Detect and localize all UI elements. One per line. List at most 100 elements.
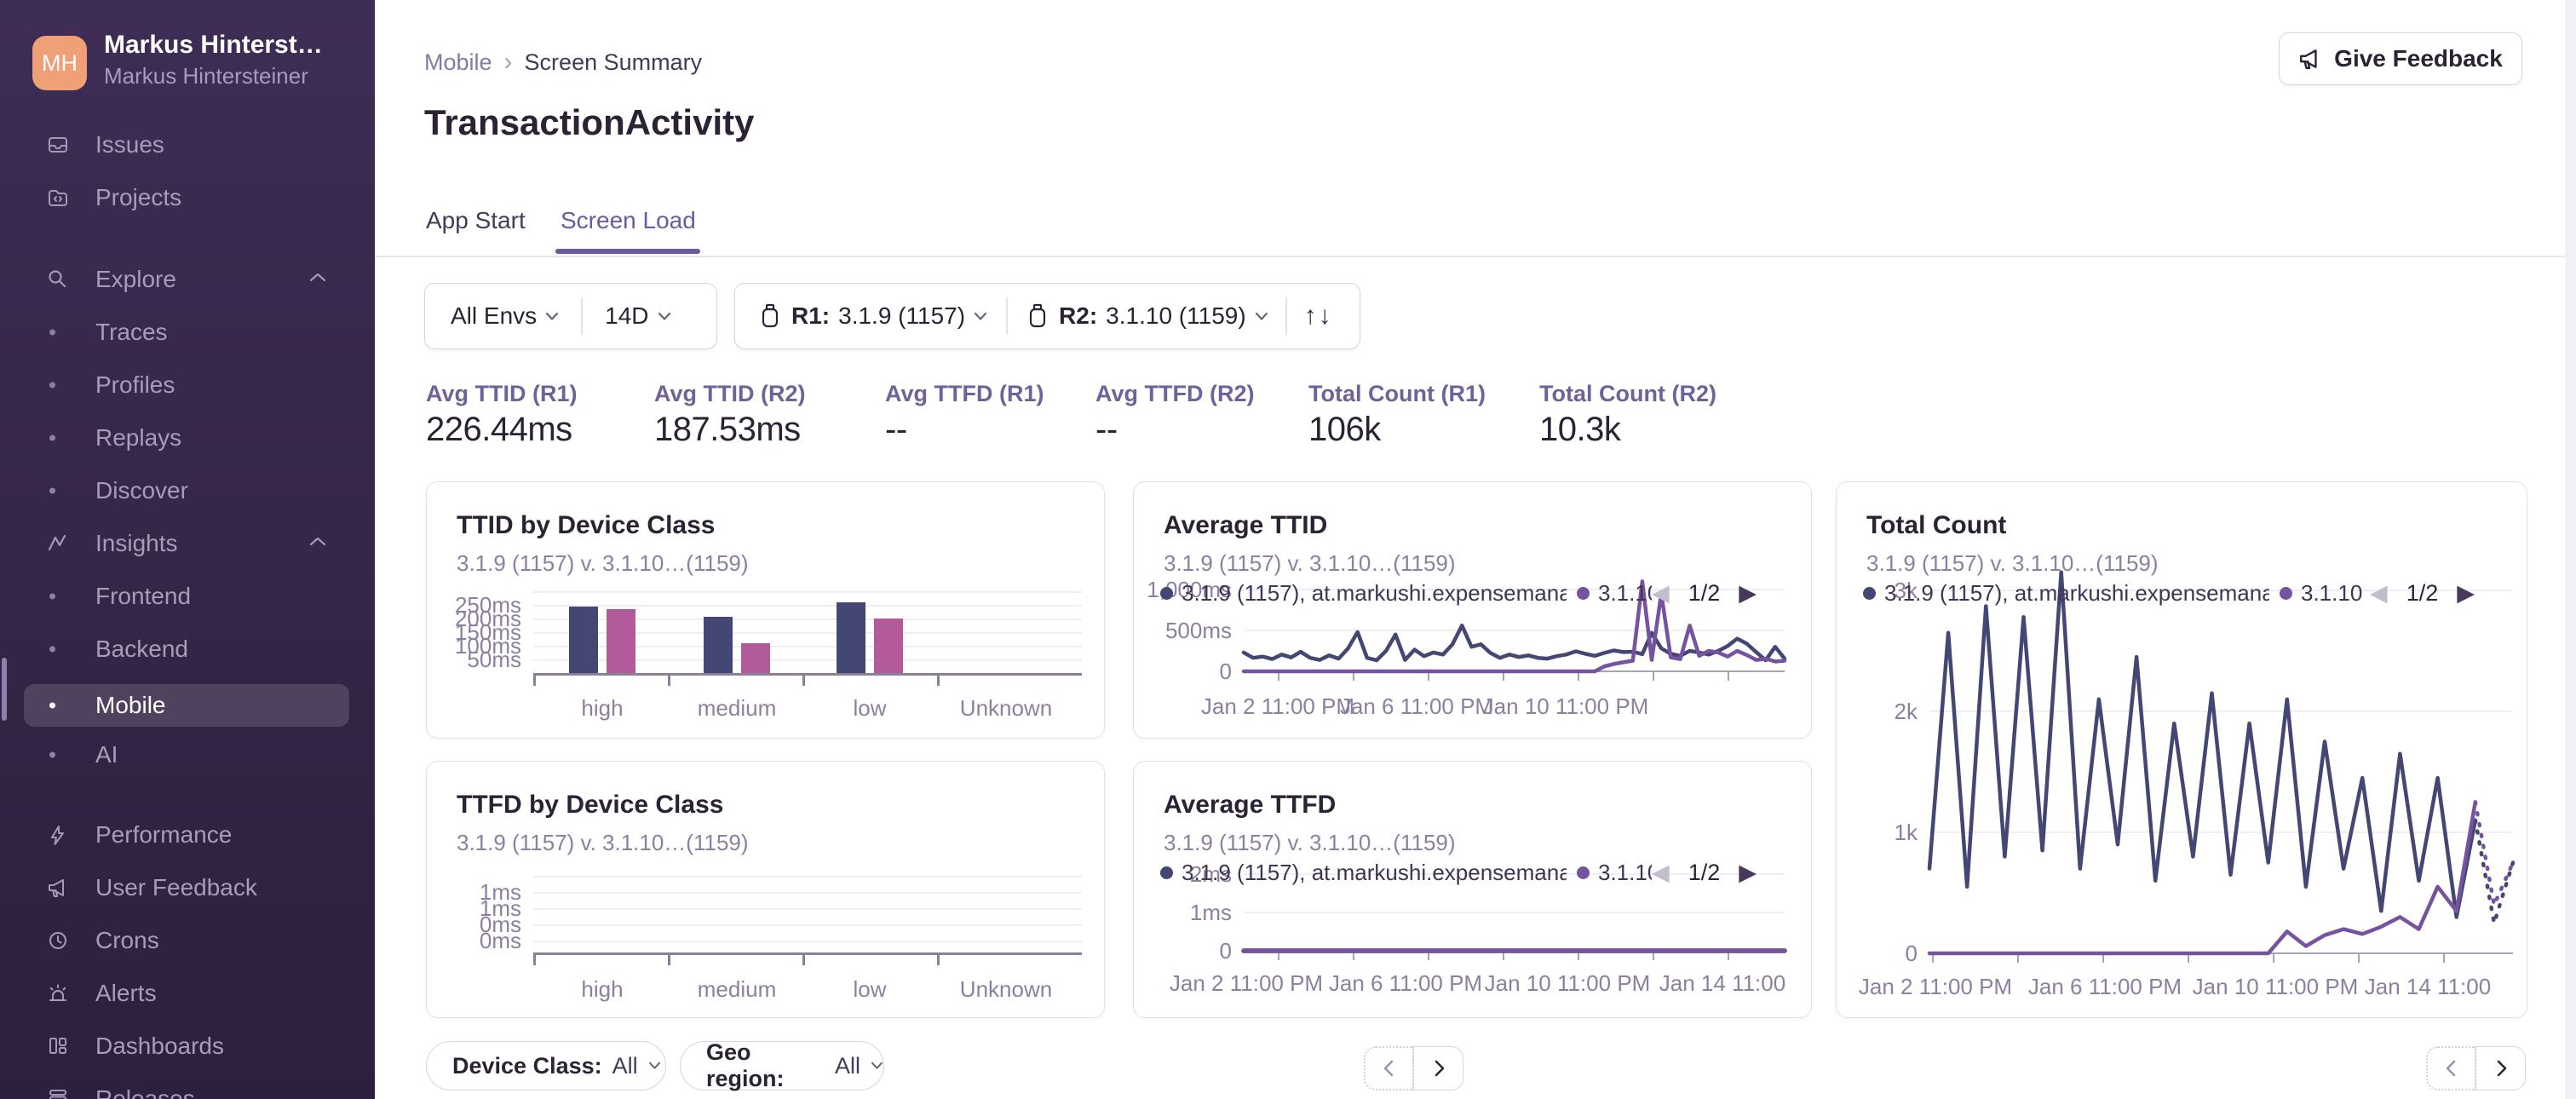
pagination-next-button[interactable] bbox=[2475, 1046, 2526, 1090]
sidebar-item-projects[interactable]: Projects bbox=[0, 171, 375, 224]
sidebar-item-replays[interactable]: Replays bbox=[0, 411, 375, 464]
metric-label: Avg TTFD (R2) bbox=[1095, 381, 1255, 406]
stack-icon bbox=[41, 1086, 75, 1099]
swap-releases-icon[interactable]: ↑↓ bbox=[1303, 302, 1333, 330]
sidebar-item-label: Profiles bbox=[95, 371, 175, 398]
sidebar-item-dashboards[interactable]: Dashboards bbox=[0, 1020, 375, 1073]
x-axis-tick bbox=[802, 676, 805, 686]
sidebar-item-releases[interactable]: Releases bbox=[0, 1073, 375, 1099]
pagination-next-button[interactable] bbox=[1413, 1046, 1463, 1090]
pagination-prev-button[interactable] bbox=[1364, 1046, 1414, 1090]
gridline bbox=[533, 892, 1082, 894]
sidebar-item-alerts[interactable]: Alerts bbox=[0, 967, 375, 1020]
pager-next-icon[interactable]: ▶ bbox=[1739, 859, 1757, 885]
x-axis-line bbox=[533, 952, 1082, 955]
active-tab-underline bbox=[555, 249, 700, 254]
legend-label-r1: 3.1.9 (1157), at.markushi.expensemanage bbox=[1182, 859, 1567, 885]
chevron-down-icon bbox=[648, 1062, 661, 1070]
sidebar-item-discover[interactable]: Discover bbox=[0, 464, 375, 517]
metric-label: Avg TTID (R1) bbox=[426, 381, 578, 406]
y-axis-tick-label: 1k bbox=[1894, 820, 1918, 845]
bullet-icon bbox=[49, 751, 55, 758]
pagination-prev-button[interactable] bbox=[2426, 1046, 2476, 1090]
x-axis-tick bbox=[2017, 954, 2019, 963]
sidebar-item-label: Alerts bbox=[95, 980, 157, 1006]
pager-next-icon[interactable]: ▶ bbox=[1739, 579, 1757, 606]
breadcrumb-parent[interactable]: Mobile bbox=[424, 49, 492, 75]
y-axis-tick-label: 0ms bbox=[479, 912, 521, 937]
x-axis-tick bbox=[1932, 954, 1934, 963]
bar-r2 bbox=[874, 619, 903, 673]
sidebar-item-performance[interactable]: Performance bbox=[0, 808, 375, 861]
org-switcher-subtitle: Markus Hintersteiner bbox=[104, 63, 308, 89]
give-feedback-button[interactable]: Give Feedback bbox=[2279, 32, 2522, 85]
x-axis-category-label: low bbox=[853, 695, 887, 721]
x-axis-tick-label: Jan 10 11:00 PM bbox=[1484, 970, 1651, 996]
legend-pager: ◀ 1/2 ▶ bbox=[1652, 860, 1757, 886]
sidebar-item-frontend[interactable]: Frontend bbox=[0, 570, 375, 623]
legend-label-r2: 3.1.10 bbox=[1598, 859, 1652, 885]
date-range-select[interactable]: 14D bbox=[605, 302, 649, 329]
release-1-select[interactable]: 3.1.9 (1157) bbox=[838, 302, 966, 329]
x-axis-tick bbox=[2188, 954, 2189, 963]
pager-prev-icon[interactable]: ◀ bbox=[2369, 579, 2388, 606]
card-subtitle: 3.1.9 (1157) v. 3.1.10…(1159) bbox=[1164, 550, 1456, 576]
release-compare-group: R1: 3.1.9 (1157) R2: 3.1.10 (1159) ↑↓ bbox=[734, 283, 1360, 349]
bullet-icon bbox=[49, 329, 55, 336]
bar-r2 bbox=[741, 643, 770, 673]
pager-prev-icon[interactable]: ◀ bbox=[1651, 859, 1670, 885]
sidebar-section-insights[interactable]: Insights bbox=[0, 517, 375, 570]
card-title: TTID by Device Class bbox=[457, 511, 716, 539]
y-axis-tick-label: 2k bbox=[1894, 699, 1918, 724]
search-icon bbox=[41, 267, 75, 292]
bar-r1 bbox=[704, 617, 733, 673]
y-axis-tick-label: 2ms bbox=[1189, 861, 1232, 887]
gridline bbox=[1244, 912, 1785, 913]
gridline bbox=[533, 941, 1082, 942]
org-switcher-name[interactable]: Markus Hinterst… bbox=[104, 31, 323, 59]
bar-r1 bbox=[569, 607, 598, 673]
metric-value: 106k bbox=[1308, 411, 1381, 448]
x-axis-tick bbox=[1653, 952, 1654, 960]
sidebar-item-mobile[interactable]: Mobile bbox=[0, 679, 375, 732]
sidebar-section-explore[interactable]: Explore bbox=[0, 253, 375, 306]
sidebar-item-user-feedback[interactable]: User Feedback bbox=[0, 861, 375, 914]
sidebar-item-backend[interactable]: Backend bbox=[0, 623, 375, 676]
sidebar-item-profiles[interactable]: Profiles bbox=[0, 359, 375, 411]
sidebar-active-item-highlight bbox=[24, 684, 349, 727]
gridline bbox=[533, 908, 1082, 910]
x-axis-tick-label: Jan 2 11:00 PM bbox=[1169, 970, 1324, 996]
sidebar-section-label: Insights bbox=[95, 530, 178, 556]
sidebar-item-label: User Feedback bbox=[95, 874, 257, 900]
dashboard-grid-icon bbox=[41, 1033, 75, 1059]
sidebar-scrollbar-thumb[interactable] bbox=[2, 658, 7, 721]
sidebar-item-issues[interactable]: Issues bbox=[0, 118, 375, 171]
chevron-down-icon bbox=[974, 312, 987, 321]
x-axis-line bbox=[533, 673, 1082, 676]
tab-screen-load[interactable]: Screen Load bbox=[561, 207, 696, 233]
pager-next-icon[interactable]: ▶ bbox=[2457, 579, 2475, 606]
release-icon bbox=[759, 303, 781, 329]
x-axis-tick bbox=[1578, 672, 1579, 681]
y-axis-tick-label: 250ms bbox=[454, 592, 521, 618]
series-r1-dot bbox=[1160, 586, 1173, 600]
sidebar-item-ai[interactable]: AI bbox=[0, 728, 375, 781]
gridline bbox=[533, 632, 1082, 634]
megaphone-icon bbox=[41, 875, 75, 900]
sidebar-item-crons[interactable]: Crons bbox=[0, 914, 375, 967]
sidebar-item-traces[interactable]: Traces bbox=[0, 306, 375, 359]
avatar[interactable]: MH bbox=[32, 36, 87, 90]
x-axis-tick bbox=[1503, 672, 1504, 681]
geo-region-filter[interactable]: Geo region: All bbox=[680, 1039, 884, 1091]
gridline bbox=[1244, 873, 1785, 875]
device-class-filter[interactable]: Device Class: All bbox=[426, 1041, 666, 1090]
page-scrollbar-track[interactable] bbox=[2566, 0, 2576, 1099]
x-axis-tick-label: Jan 10 11:00 PM bbox=[2192, 974, 2359, 999]
x-axis-tick bbox=[2358, 954, 2360, 963]
release-2-select[interactable]: 3.1.10 (1159) bbox=[1106, 302, 1246, 329]
pager-prev-icon[interactable]: ◀ bbox=[1651, 579, 1670, 606]
environment-select[interactable]: All Envs bbox=[451, 302, 538, 329]
bar-r2 bbox=[607, 609, 635, 673]
tab-app-start[interactable]: App Start bbox=[426, 207, 526, 233]
series-r2-dot bbox=[1577, 866, 1590, 879]
